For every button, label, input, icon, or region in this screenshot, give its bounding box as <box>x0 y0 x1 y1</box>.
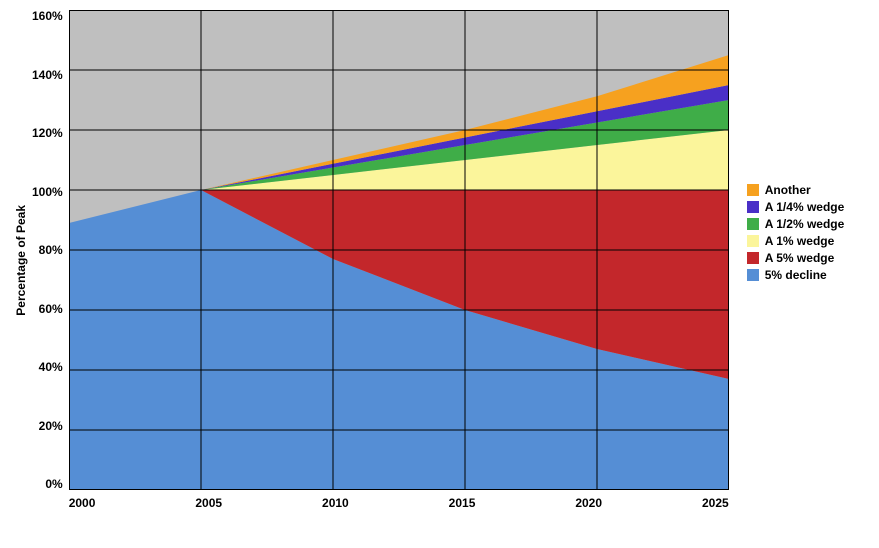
x-tick-label: 2000 <box>69 496 96 510</box>
x-tick-label: 2005 <box>195 496 222 510</box>
y-tick-label: 20% <box>32 420 63 432</box>
x-tick-label: 2010 <box>322 496 349 510</box>
y-tick-label: 100% <box>32 186 63 198</box>
x-tick-label: 2025 <box>702 496 729 510</box>
y-tick-label: 0% <box>32 478 63 490</box>
legend-label: A 1% wedge <box>765 234 835 248</box>
legend-swatch <box>747 218 759 230</box>
y-tick-label: 160% <box>32 10 63 22</box>
legend-label: 5% decline <box>765 268 827 282</box>
legend-label: A 5% wedge <box>765 251 835 265</box>
legend-item: A 1/4% wedge <box>747 200 845 214</box>
legend-label: Another <box>765 183 811 197</box>
y-tick-label: 140% <box>32 69 63 81</box>
chart-svg <box>69 10 729 490</box>
y-axis-ticks: 160% 140% 120% 100% 80% 60% 40% 20% 0% <box>32 10 69 490</box>
area-chart: Percentage of Peak 160% 140% 120% 100% 80% 60… <box>10 10 869 510</box>
legend-item: A 1/2% wedge <box>747 217 845 231</box>
y-axis-title: Percentage of Peak <box>10 205 32 316</box>
legend-item: A 1% wedge <box>747 234 845 248</box>
y-tick-label: 40% <box>32 361 63 373</box>
x-axis-ticks: 2000 2005 2010 2015 2020 2025 <box>69 490 729 510</box>
y-tick-label: 80% <box>32 244 63 256</box>
legend-swatch <box>747 235 759 247</box>
y-tick-label: 60% <box>32 303 63 315</box>
x-tick-label: 2020 <box>575 496 602 510</box>
legend-item: Another <box>747 183 845 197</box>
y-tick-label: 120% <box>32 127 63 139</box>
legend-item: 5% decline <box>747 268 845 282</box>
legend-swatch <box>747 252 759 264</box>
legend-label: A 1/4% wedge <box>765 200 845 214</box>
legend: Another A 1/4% wedge A 1/2% wedge A 1% wedg… <box>729 10 845 285</box>
legend-swatch <box>747 269 759 281</box>
legend-item: A 5% wedge <box>747 251 845 265</box>
plot-area <box>69 10 729 490</box>
legend-swatch <box>747 184 759 196</box>
legend-swatch <box>747 201 759 213</box>
x-tick-label: 2015 <box>449 496 476 510</box>
legend-label: A 1/2% wedge <box>765 217 845 231</box>
